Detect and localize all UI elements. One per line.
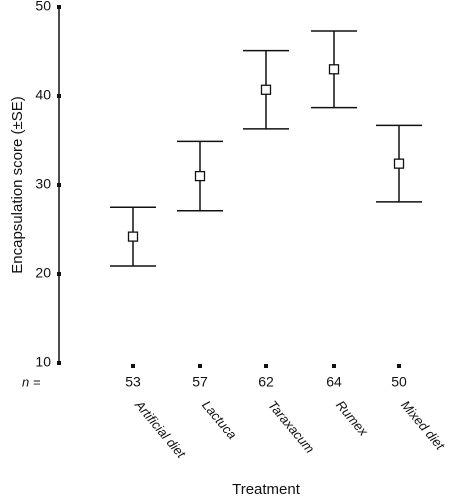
n-value: 62 — [258, 374, 274, 390]
n-value: 64 — [326, 374, 342, 390]
y-tick-label: 30 — [35, 176, 51, 192]
y-tick-label: 40 — [35, 87, 51, 103]
y-tick — [57, 5, 61, 9]
n-label: n = — [22, 374, 41, 389]
y-tick-label: 20 — [35, 265, 51, 281]
x-tick — [397, 364, 401, 368]
x-tick-label: Mixed diet — [398, 397, 448, 453]
x-tick — [198, 364, 202, 368]
marker — [260, 84, 272, 95]
x-tick-label: Artificial diet — [131, 397, 189, 462]
x-tick-label: Taraxacum — [265, 397, 318, 456]
marker — [127, 231, 139, 242]
y-tick-label: 50 — [35, 0, 51, 14]
x-tick-label: Rumex — [333, 397, 371, 439]
n-value: 50 — [391, 374, 407, 390]
y-tick — [57, 94, 61, 98]
n-value: 57 — [192, 374, 208, 390]
marker — [328, 64, 340, 75]
y-tick-label: 10 — [35, 354, 51, 370]
n-value: 53 — [125, 374, 141, 390]
x-tick — [332, 364, 336, 368]
x-tick — [131, 364, 135, 368]
x-axis-label: Treatment — [232, 481, 301, 498]
y-tick — [57, 361, 61, 365]
x-tick-label: Lactuca — [199, 397, 240, 442]
x-tick — [264, 364, 268, 368]
y-axis-label: Encapsulation score (±SE) — [9, 96, 26, 273]
marker — [194, 170, 206, 182]
marker — [393, 158, 405, 169]
y-tick — [57, 183, 61, 187]
y-tick — [57, 272, 61, 276]
